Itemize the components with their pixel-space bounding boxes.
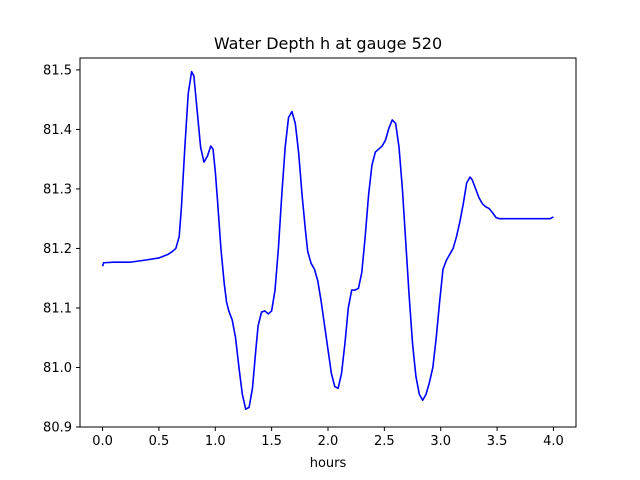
y-tick-label: 80.9	[43, 421, 72, 436]
x-tick-label: 1.0	[205, 434, 226, 449]
y-axis-ticks: 80.9 81.0 81.1 81.2 81.3 81.4 81.5	[43, 63, 80, 436]
x-axis-ticks: 0.0 0.5 1.0 1.5 2.0 2.5 3.0 3.5 4.0	[92, 427, 564, 449]
x-tick-label: 3.5	[487, 434, 508, 449]
y-tick-label: 81.5	[43, 63, 72, 78]
x-tick-label: 2.0	[318, 434, 339, 449]
x-tick-label: 1.5	[261, 434, 282, 449]
y-tick-label: 81.4	[43, 123, 72, 138]
series-line-0	[101, 70, 554, 410]
x-tick-label: 0.5	[149, 434, 170, 449]
y-tick-label: 81.0	[43, 361, 72, 376]
x-tick-label: 4.0	[543, 434, 564, 449]
y-tick-label: 81.2	[43, 242, 72, 257]
x-tick-label: 2.5	[374, 434, 395, 449]
chart-title: Water Depth h at gauge 520	[214, 34, 442, 53]
x-tick-label: 3.0	[430, 434, 451, 449]
series-layer	[101, 70, 554, 410]
plot-area	[80, 58, 576, 427]
x-tick-label: 0.0	[92, 434, 113, 449]
y-tick-label: 81.3	[43, 182, 72, 197]
x-axis-title: hours	[310, 456, 347, 471]
y-tick-label: 81.1	[43, 301, 72, 316]
plot-frame	[79, 57, 577, 428]
